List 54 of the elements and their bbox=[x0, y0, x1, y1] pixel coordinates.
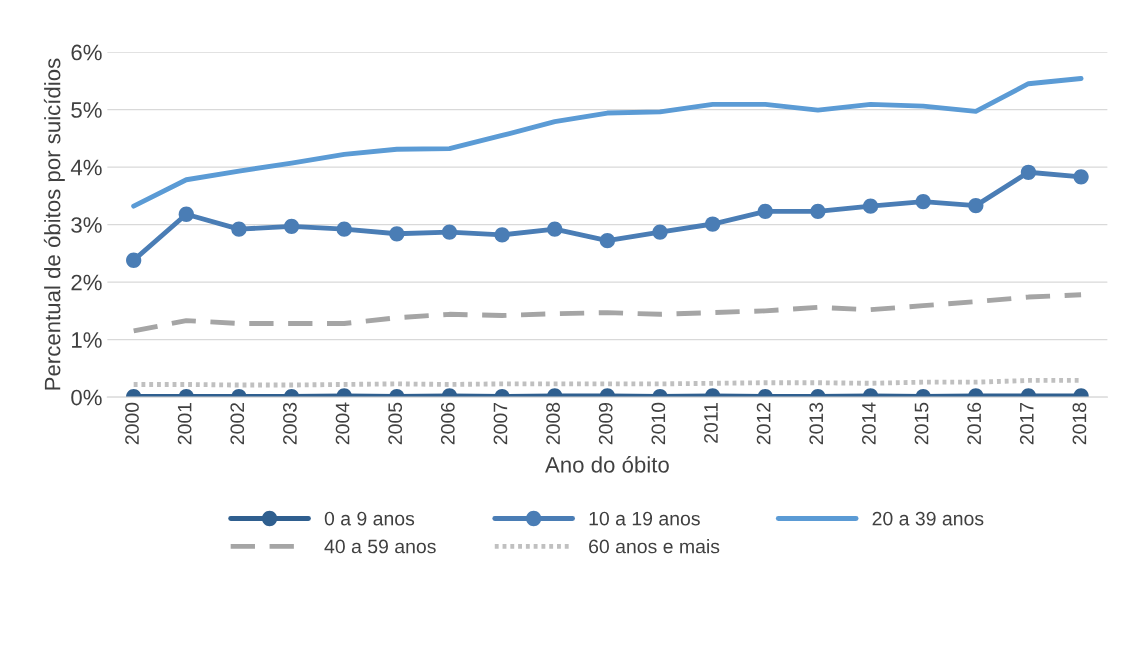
y-tick-label: 1% bbox=[72, 332, 102, 348]
x-tick-label: 2018 bbox=[1072, 402, 1087, 445]
point bbox=[494, 227, 510, 243]
point bbox=[231, 221, 247, 237]
point bbox=[968, 197, 984, 214]
legend-label: 60 anos e mais bbox=[589, 539, 720, 554]
point bbox=[178, 206, 194, 222]
point bbox=[547, 221, 563, 237]
x-tick-label: 2008 bbox=[546, 402, 560, 445]
y-tick-label: 3% bbox=[71, 217, 102, 233]
y-tick-label: 5% bbox=[71, 102, 102, 118]
x-tick-label: 2015 bbox=[914, 402, 929, 445]
x-tick-label: 2003 bbox=[283, 402, 297, 445]
x-axis-title: Ano do óbito bbox=[545, 456, 669, 473]
point bbox=[283, 218, 300, 234]
x-tick-label: 2009 bbox=[598, 402, 613, 445]
point bbox=[336, 221, 352, 237]
point bbox=[810, 203, 826, 220]
point bbox=[915, 193, 931, 210]
point bbox=[1020, 164, 1037, 180]
x-tick-label: 2007 bbox=[493, 402, 508, 445]
point bbox=[862, 198, 879, 214]
x-tick-label: 2004 bbox=[335, 402, 350, 445]
x-tick-label: 2006 bbox=[440, 402, 455, 445]
y-axis-title: Percentual de óbitos por suicídios bbox=[43, 58, 65, 390]
x-tick-label: 2002 bbox=[230, 402, 245, 445]
point bbox=[126, 252, 142, 268]
point bbox=[705, 216, 721, 232]
x-tick-label: 2017 bbox=[1019, 402, 1034, 445]
x-tick-label: 2012 bbox=[756, 402, 771, 445]
point bbox=[599, 233, 616, 249]
x-tick-label: 2013 bbox=[809, 402, 824, 445]
legend-label: 0 a 9 anos bbox=[324, 511, 415, 526]
y-tick-label: 4% bbox=[70, 159, 102, 176]
x-tick-label: 2014 bbox=[862, 402, 876, 445]
x-tick-label: 2016 bbox=[967, 402, 982, 445]
x-tick-label: 2005 bbox=[388, 402, 403, 445]
x-tick-label: 2001 bbox=[177, 402, 192, 445]
x-tick-label: 2010 bbox=[651, 402, 666, 445]
y-tick-label: 0% bbox=[71, 389, 102, 406]
y-tick-label: 2% bbox=[71, 274, 102, 291]
legend-label: 10 a 19 anos bbox=[589, 511, 700, 526]
legend-label: 40 a 59 anos bbox=[324, 539, 436, 554]
point bbox=[652, 224, 668, 240]
y-tick-label: 6% bbox=[71, 44, 102, 61]
point bbox=[389, 226, 405, 242]
point bbox=[441, 224, 458, 240]
line-series bbox=[131, 292, 1084, 334]
line-series bbox=[131, 76, 1084, 209]
point bbox=[1073, 169, 1089, 185]
x-tick-label: 2000 bbox=[125, 402, 139, 445]
legend-label: 20 a 39 anos bbox=[872, 511, 984, 526]
x-tick-label: 2011 bbox=[704, 402, 718, 443]
point bbox=[757, 203, 773, 220]
